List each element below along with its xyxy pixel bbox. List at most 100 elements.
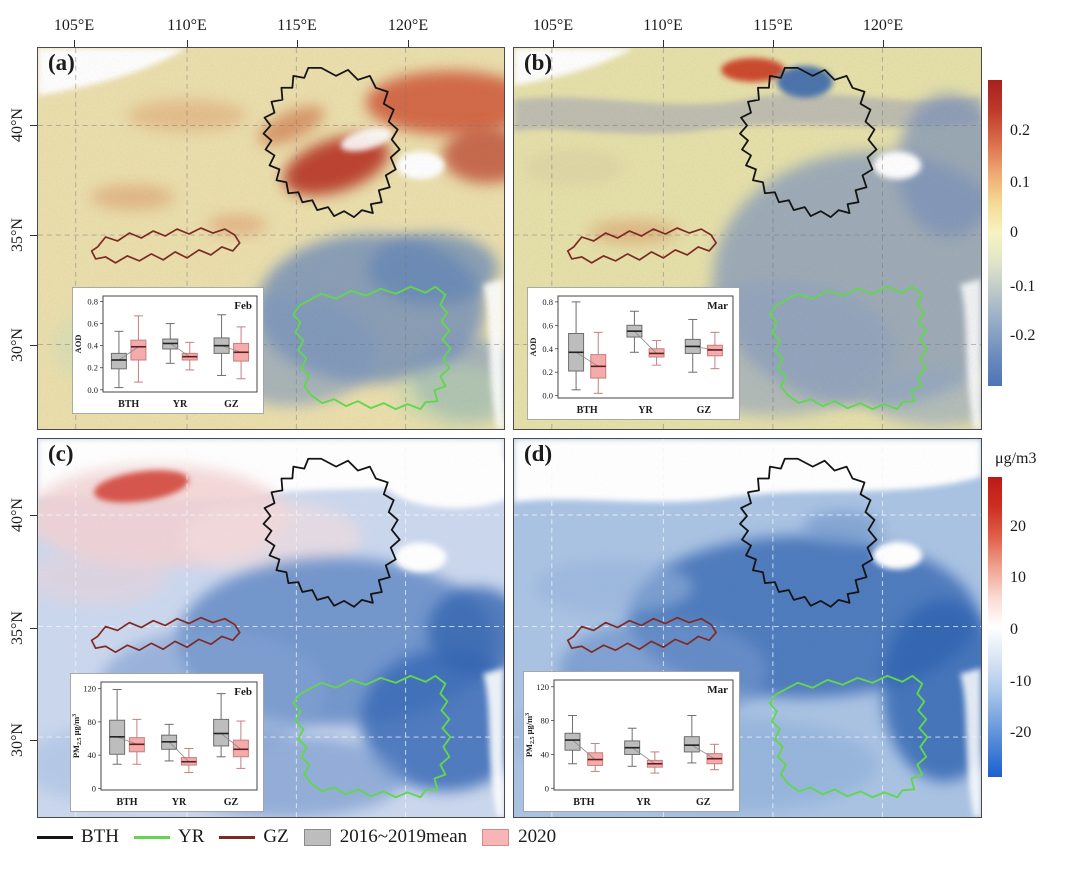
panel-label-d: (d) <box>524 441 553 466</box>
colorbar-tick-label: 0.1 <box>1010 174 1030 192</box>
inset-background <box>523 671 740 812</box>
legend-region-label: GZ <box>263 826 289 847</box>
lon-tick-label: 115°E <box>753 17 793 34</box>
legend-item-series: 2016~2019mean <box>303 826 468 848</box>
y-axis-label: AOD <box>528 338 538 357</box>
legend-region-line-swatch <box>134 835 170 839</box>
x-category-label: BTH <box>118 399 139 410</box>
legend-series-swatch <box>482 828 510 846</box>
median-connector <box>631 747 656 765</box>
y-axis-label: PM2.5 μg/m3 <box>524 713 536 757</box>
aod-colorbar <box>988 80 1002 386</box>
legend-region-line-swatch <box>37 835 73 839</box>
median-connector <box>116 736 138 745</box>
inset-month-label: Mar <box>707 684 728 696</box>
legend-region-label: BTH <box>81 826 119 847</box>
colorbar-tick-label: -10 <box>1010 672 1032 690</box>
colorbar-tick-label: 0 <box>1010 621 1018 638</box>
x-category-label: BTH <box>577 405 598 416</box>
median-connector <box>634 330 657 354</box>
median-connector <box>221 345 242 353</box>
figure-legend: BTH YR GZ 2016~2019mean 2020 <box>37 822 571 852</box>
box <box>232 739 249 758</box>
y-tick-label: 80 <box>88 717 97 727</box>
median-connector <box>118 346 139 361</box>
lon-tick-label: 110°E <box>167 17 207 34</box>
y-tick-label: 0.8 <box>87 297 98 307</box>
y-tick-label: 120 <box>536 682 549 692</box>
pm-colorbar <box>988 477 1002 777</box>
y-tick-label: 40 <box>88 750 97 760</box>
box <box>130 339 147 361</box>
lon-tick-label: 115°E <box>277 17 317 34</box>
legend-item-region: YR <box>134 826 204 848</box>
colorbar-tick-label: -0.2 <box>1010 327 1036 345</box>
legend-region-line-swatch <box>219 835 256 839</box>
lat-tick-label: 40°N <box>9 108 26 142</box>
x-category-label: GZ <box>697 405 712 416</box>
x-category-label: YR <box>172 797 187 808</box>
lon-tick-mark <box>408 40 409 47</box>
median-connector <box>220 733 242 750</box>
y-tick-label: 0.4 <box>542 344 553 354</box>
lon-tick-label: 120°E <box>387 17 429 34</box>
x-category-label: YR <box>173 399 188 410</box>
legend-region-label: YR <box>178 826 205 847</box>
inset-plot-frame <box>553 679 734 791</box>
lon-tick-mark <box>663 40 664 47</box>
legend-item-region: GZ <box>219 826 289 848</box>
boxplot-inset-aod-mar: 0.0 0.2 0.4 0.6 0.8 AOD Mar BTH YR GZ <box>527 287 740 420</box>
legend-item-series: 2020 <box>482 826 556 848</box>
panel-label-b: (b) <box>524 50 553 75</box>
y-tick-label: 0.0 <box>87 385 98 395</box>
colorbar-tick-label: 0 <box>1010 224 1018 241</box>
box <box>564 732 581 751</box>
lat-tick-label: 35°N <box>9 611 26 645</box>
median-connector <box>168 741 190 763</box>
y-tick-label: 0.0 <box>542 391 553 401</box>
panel-label-c: (c) <box>48 441 74 466</box>
lon-tick-label: 105°E <box>532 17 574 34</box>
box <box>110 352 127 370</box>
x-category-label: YR <box>636 797 651 808</box>
inset-plot-frame <box>100 681 258 791</box>
median-connector <box>170 343 190 358</box>
inset-plot-frame <box>102 295 258 393</box>
lat-tick-mark <box>30 515 37 516</box>
y-tick-label: 0.8 <box>542 297 553 307</box>
inset-plot-frame <box>557 295 734 399</box>
lat-tick-label: 35°N <box>9 218 26 252</box>
lon-tick-mark <box>553 40 554 47</box>
lon-tick-mark <box>773 40 774 47</box>
box <box>683 736 700 753</box>
x-category-label: GZ <box>696 797 711 808</box>
lat-tick-mark <box>30 235 37 236</box>
x-category-label: BTH <box>573 797 594 808</box>
median-connector <box>575 351 599 367</box>
lat-tick-label: 40°N <box>9 498 26 532</box>
colorbar-tick-label: 0.2 <box>1010 122 1030 140</box>
y-tick-label: 0.2 <box>542 367 553 377</box>
boxplot-inset-pm25-mar: 0 40 80 120 PM2.5 μg/m3 Mar BTH YR GZ <box>523 671 740 812</box>
lat-tick-mark <box>30 740 37 741</box>
y-tick-label: 0.6 <box>87 319 98 329</box>
y-tick-label: 0 <box>92 783 96 793</box>
y-tick-label: 40 <box>541 749 550 759</box>
legend-series-label: 2020 <box>518 826 557 847</box>
legend-series-label: 2016~2019mean <box>339 826 468 847</box>
colorbar-tick-label: 20 <box>1010 518 1026 536</box>
inset-month-label: Mar <box>707 300 728 312</box>
lat-tick-label: 30°N <box>9 328 26 362</box>
box <box>213 718 230 747</box>
colorbar-tick-label: 10 <box>1010 569 1026 587</box>
lat-tick-label: 30°N <box>9 723 26 757</box>
y-tick-label: 80 <box>541 716 550 726</box>
x-category-label: GZ <box>224 399 239 410</box>
y-axis-label: PM2.5 μg/m3 <box>71 714 83 758</box>
y-tick-label: 120 <box>83 684 96 694</box>
boxplot-inset-pm25-feb: 0 40 80 120 PM2.5 μg/m3 Feb BTH YR GZ <box>70 673 264 812</box>
boxplot-inset-aod-feb: 0.0 0.2 0.4 0.6 0.8 AOD Feb BTH YR GZ <box>72 287 264 414</box>
x-category-label: GZ <box>224 797 239 808</box>
y-axis-label: AOD <box>73 335 83 354</box>
